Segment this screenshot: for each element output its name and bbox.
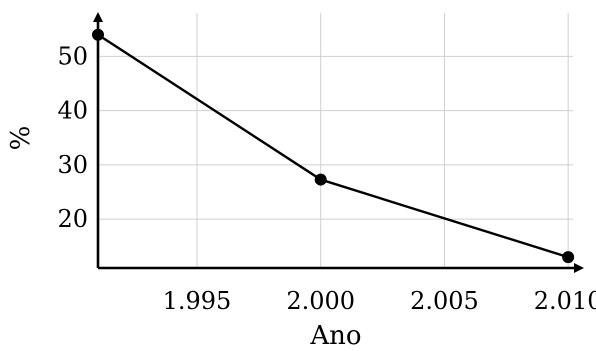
x-axis-label: Ano [309, 321, 361, 351]
x-tick-label: 1.995 [163, 287, 232, 315]
y-tick-label: 20 [57, 205, 88, 233]
series-line [97, 33, 569, 259]
y-tick-label: 30 [57, 151, 88, 179]
data-point [92, 28, 104, 41]
y-tick-labels: 20 30 40 50 [57, 42, 88, 233]
series [92, 28, 575, 264]
y-tick-label: 40 [57, 97, 88, 125]
axes [93, 12, 584, 273]
y-axis-label: % [6, 126, 36, 151]
x-tick-label: 2.000 [286, 287, 355, 315]
x-axis-arrow [574, 263, 584, 273]
x-tick-label: 2.005 [410, 287, 479, 315]
y-axis-arrow [93, 12, 103, 22]
x-tick-label: 2.010 [534, 287, 596, 315]
x-tick-labels: 1.995 2.000 2.005 2.010 [163, 287, 596, 315]
data-point [562, 251, 575, 264]
grid [98, 13, 573, 268]
data-point [314, 173, 327, 186]
y-tick-label: 50 [57, 42, 88, 70]
